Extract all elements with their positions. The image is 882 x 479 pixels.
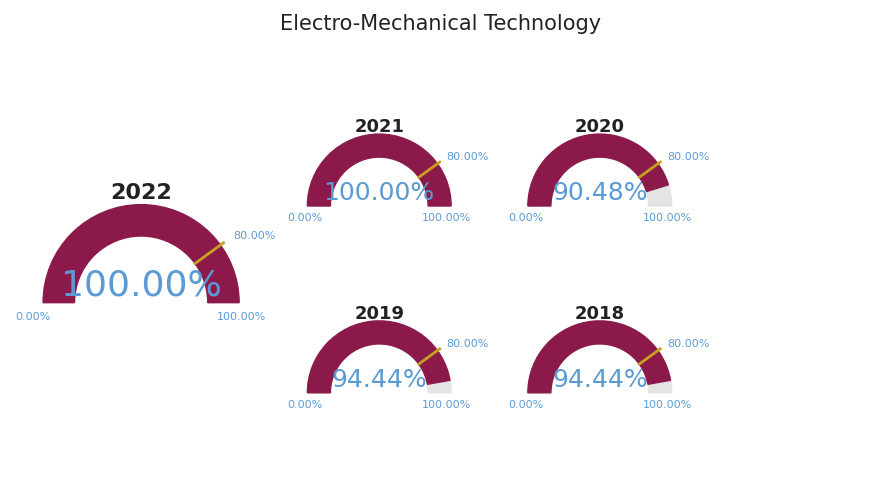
Text: 100.00%: 100.00% <box>422 213 471 223</box>
Text: 90.48%: 90.48% <box>552 181 647 205</box>
Wedge shape <box>528 134 669 206</box>
Text: 100.00%: 100.00% <box>217 312 266 322</box>
Text: 2020: 2020 <box>575 118 624 137</box>
Text: 100.00%: 100.00% <box>642 400 691 410</box>
Text: 100.00%: 100.00% <box>422 400 471 410</box>
Text: 0.00%: 0.00% <box>16 312 51 322</box>
Wedge shape <box>528 134 671 206</box>
Text: 100.00%: 100.00% <box>61 268 221 302</box>
Text: 2019: 2019 <box>355 305 404 323</box>
Text: 80.00%: 80.00% <box>667 152 710 162</box>
Text: 94.44%: 94.44% <box>552 368 647 392</box>
Wedge shape <box>308 134 451 206</box>
Text: 80.00%: 80.00% <box>446 152 490 162</box>
Wedge shape <box>308 321 451 393</box>
Text: 80.00%: 80.00% <box>233 231 275 241</box>
Wedge shape <box>528 321 671 393</box>
Text: 80.00%: 80.00% <box>446 339 490 349</box>
Text: 2022: 2022 <box>110 183 172 203</box>
Text: 100.00%: 100.00% <box>324 181 435 205</box>
Text: 0.00%: 0.00% <box>508 400 543 410</box>
Wedge shape <box>308 134 451 206</box>
Wedge shape <box>528 321 670 393</box>
Wedge shape <box>43 205 239 303</box>
Text: 2018: 2018 <box>575 305 624 323</box>
Text: 0.00%: 0.00% <box>288 400 323 410</box>
Text: Electro-Mechanical Technology: Electro-Mechanical Technology <box>280 14 602 34</box>
Wedge shape <box>308 321 450 393</box>
Text: 94.44%: 94.44% <box>332 368 427 392</box>
Text: 100.00%: 100.00% <box>642 213 691 223</box>
Text: 2021: 2021 <box>355 118 404 137</box>
Text: 80.00%: 80.00% <box>667 339 710 349</box>
Text: 0.00%: 0.00% <box>288 213 323 223</box>
Wedge shape <box>43 205 239 303</box>
Text: 0.00%: 0.00% <box>508 213 543 223</box>
